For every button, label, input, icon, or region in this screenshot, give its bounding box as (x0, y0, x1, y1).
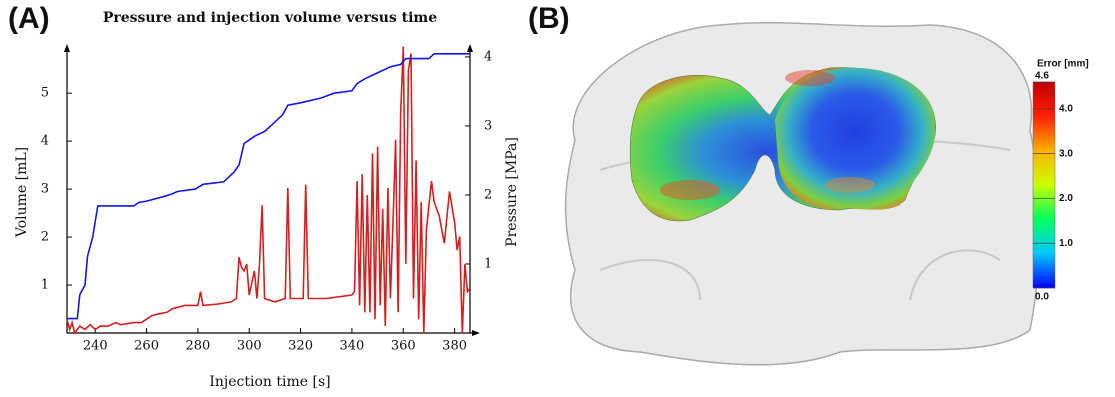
y-tick-label: 5 (41, 86, 49, 101)
y-tick-label: 3 (41, 182, 49, 197)
y2-tick-label: 4 (484, 49, 492, 64)
data-line (67, 47, 470, 334)
x-tick-label: 320 (288, 339, 313, 354)
y2-axis-label: Pressure [MPa] (504, 137, 520, 247)
colorbar-tick-label: 3.0 (1059, 148, 1073, 159)
x-tick-label: 300 (237, 339, 262, 354)
panel-label: (B) (528, 2, 570, 35)
x-tick-label: 240 (83, 339, 108, 354)
y2-tick-label: 3 (484, 118, 492, 133)
figure: (A) Pressure and injection volume versus … (0, 0, 1115, 397)
colorbar (1033, 82, 1055, 288)
y-tick-label: 2 (41, 230, 49, 245)
y2-tick-label: 1 (484, 256, 492, 271)
x-tick-label: 260 (134, 339, 159, 354)
colorbar-tick-label: 1.0 (1059, 238, 1073, 249)
y-axis-label: Volume [mL] (14, 147, 30, 238)
y-tick-label: 4 (41, 134, 49, 149)
x-axis-label: Injection time [s] (209, 374, 330, 390)
x-tick-label: 360 (391, 339, 416, 354)
y-tick-label: 1 (41, 278, 49, 293)
mesh-render (566, 23, 1040, 365)
data-line (67, 54, 470, 319)
x-tick-label: 340 (340, 339, 365, 354)
colorbar-tick-label: 4.6 (1035, 71, 1049, 82)
colorbar-tick-label: 0.0 (1035, 292, 1049, 303)
y2-tick-label: 2 (484, 187, 492, 202)
panel-label: (A) (8, 2, 50, 35)
colorbar-title: Error [mm] (1037, 59, 1089, 70)
colorbar-tick-label: 2.0 (1059, 193, 1073, 204)
x-tick-label: 380 (442, 339, 467, 354)
panel-a: (A) Pressure and injection volume versus … (8, 2, 520, 390)
chart-title: Pressure and injection volume versus tim… (103, 10, 437, 26)
colorbar-tick-label: 4.0 (1059, 104, 1073, 115)
x-tick-label: 280 (185, 339, 210, 354)
